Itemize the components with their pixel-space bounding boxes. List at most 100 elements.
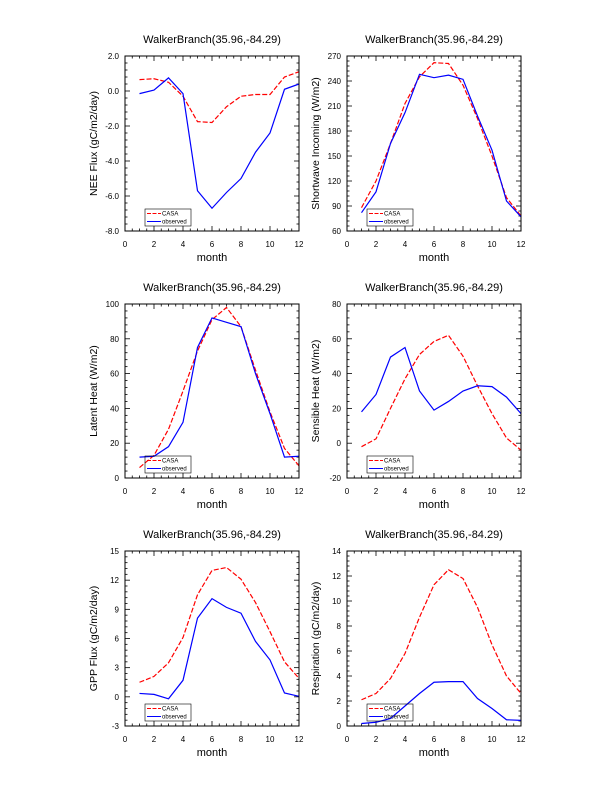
legend: CASA observed — [144, 208, 192, 227]
x-tick-label: 12 — [517, 240, 526, 249]
legend: CASA observed — [366, 455, 414, 474]
x-tick-label: 2 — [152, 240, 157, 249]
x-tick-label: 4 — [403, 487, 408, 496]
x-tick-label: 10 — [488, 240, 497, 249]
x-tick-label: 6 — [210, 240, 215, 249]
legend-box — [144, 703, 192, 722]
panel-4: WalkerBranch(35.96,-84.29) 0 2 4 6 8 10 12 -20 0 2… — [310, 282, 526, 511]
y-tick-label: 80 — [332, 300, 341, 309]
x-tick-label: 0 — [345, 487, 350, 496]
x-tick-label: 4 — [181, 735, 186, 744]
y-tick-label: -3 — [112, 722, 120, 731]
y-tick-label: 8 — [337, 622, 342, 631]
x-tick-label: 2 — [374, 240, 379, 249]
y-tick-label: 20 — [332, 404, 341, 413]
x-tick-label: 12 — [517, 735, 526, 744]
x-tick-label: 8 — [239, 735, 244, 744]
y-tick-label: 90 — [332, 202, 341, 211]
series-line-observed — [139, 77, 300, 210]
x-tick-label: 2 — [152, 487, 157, 496]
y-tick-label: 40 — [110, 404, 119, 413]
legend: CASA observed — [144, 455, 192, 474]
y-tick-label: 40 — [332, 370, 341, 379]
y-tick-label: 12 — [332, 572, 341, 581]
x-tick-label: 4 — [181, 240, 186, 249]
legend-label: CASA — [162, 707, 178, 713]
y-tick-label: 6 — [115, 635, 120, 644]
x-tick-label: 2 — [152, 735, 157, 744]
x-tick-label: 10 — [266, 240, 275, 249]
x-tick-label: 2 — [374, 735, 379, 744]
plot-frame — [124, 55, 300, 232]
y-tick-label: 10 — [332, 597, 341, 606]
plot-frame — [346, 55, 522, 232]
y-tick-label: -4.0 — [105, 157, 119, 166]
legend-label: observed — [384, 220, 409, 226]
x-tick-label: 10 — [266, 735, 275, 744]
y-tick-label: 180 — [328, 127, 342, 136]
x-tick-label: 6 — [432, 735, 437, 744]
panel-5: WalkerBranch(35.96,-84.29)0 2 4 6 8 10 12-3036… — [88, 529, 304, 759]
x-tick-label: 12 — [295, 735, 304, 744]
legend-label: CASA — [162, 212, 178, 218]
chart-title: WalkerBranch(35.96,-84.29) — [143, 282, 281, 294]
plot-frame — [346, 303, 522, 479]
chart-title: WalkerBranch(35.96,-84.29) — [365, 529, 503, 541]
series-line-casa — [360, 62, 522, 217]
legend-label: observed — [384, 715, 409, 721]
plot-frame — [346, 550, 522, 727]
panel-3: WalkerBranch(35.96,-84.29) 0 2 4 6 8 10 12 0 20 40… — [88, 282, 304, 511]
y-tick-label: 80 — [110, 335, 119, 344]
y-tick-label: 120 — [328, 177, 342, 186]
chart-title: WalkerBranch(35.96,-84.29) — [143, 34, 281, 46]
x-tick-label: 8 — [461, 735, 466, 744]
y-tick-label: 12 — [110, 576, 119, 585]
x-tick-label: 4 — [403, 240, 408, 249]
plot-frame — [124, 550, 300, 727]
y-tick-label: 60 — [332, 227, 341, 236]
chart-title: WalkerBranch(35.96,-84.29) — [365, 282, 503, 294]
y-tick-label: 0 — [337, 439, 342, 448]
y-tick-label: 9 — [115, 605, 120, 614]
legend-box — [366, 703, 414, 722]
x-axis-label: month — [197, 252, 228, 264]
x-tick-label: 8 — [239, 487, 244, 496]
legend: CASA observed — [144, 703, 192, 722]
series-line-casa — [139, 306, 300, 469]
y-tick-label: 60 — [110, 370, 119, 379]
x-tick-label: 12 — [295, 240, 304, 249]
y-tick-label: 60 — [332, 335, 341, 344]
x-axis-label: month — [419, 747, 450, 759]
legend-box — [144, 208, 192, 227]
legend-label: observed — [384, 467, 409, 473]
y-axis-label: Shortwave Incoming (W/m2) — [310, 77, 322, 209]
y-tick-label: 240 — [328, 77, 342, 86]
y-tick-label: 2.0 — [108, 52, 120, 61]
x-axis-label: month — [197, 747, 228, 759]
y-tick-label: -8.0 — [105, 227, 119, 236]
plot-frame — [124, 303, 300, 479]
y-tick-label: 0 — [115, 474, 120, 483]
y-axis-label: Latent Heat (W/m2) — [88, 345, 100, 437]
x-axis-label: month — [197, 499, 228, 511]
x-tick-label: 6 — [210, 735, 215, 744]
x-tick-label: 8 — [239, 240, 244, 249]
x-tick-label: 8 — [461, 240, 466, 249]
y-tick-label: 270 — [328, 52, 342, 61]
x-tick-label: 10 — [488, 487, 497, 496]
y-tick-label: 3 — [115, 664, 120, 673]
y-tick-label: -6.0 — [105, 192, 119, 201]
y-tick-label: 4 — [337, 672, 342, 681]
x-tick-label: 12 — [295, 487, 304, 496]
x-tick-label: 0 — [345, 735, 350, 744]
series-line-casa — [361, 334, 522, 451]
series-line-casa — [361, 568, 522, 701]
panel-2: WalkerBranch(35.96,-84.29) 0 2 4 6 8 10 12 60 90 1… — [310, 34, 526, 264]
y-axis-label: Respiration (gC/m2/day) — [310, 582, 322, 696]
y-tick-label: 14 — [332, 547, 341, 556]
x-axis-label: month — [419, 499, 450, 511]
x-tick-label: 0 — [345, 240, 350, 249]
y-axis-label: GPP Flux (gC/m2/day) — [88, 586, 100, 691]
panel-1: WalkerBranch(35.96,-84.29) 0 2 4 6 8 10 12 -8.0 -… — [88, 34, 304, 264]
